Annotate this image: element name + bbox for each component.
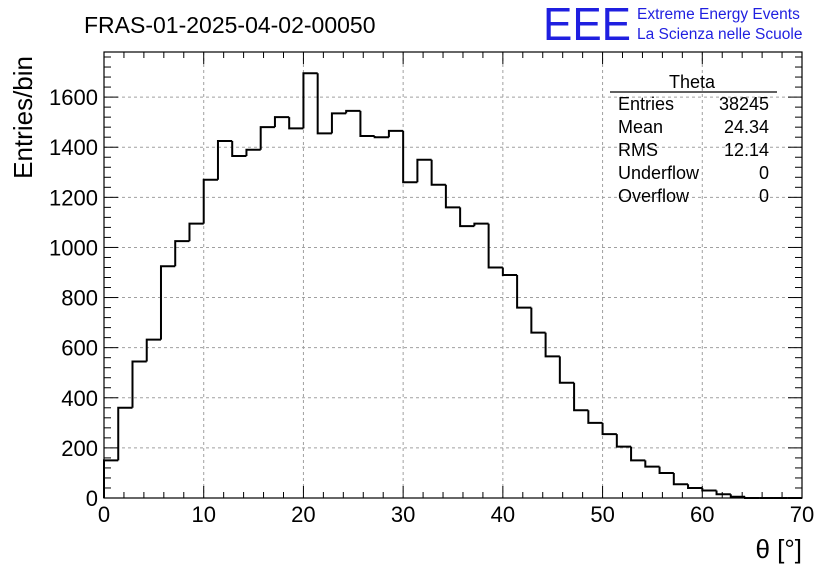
y-tick-label: 1600 bbox=[49, 85, 98, 110]
x-tick-labels: 0 10 20 30 40 50 60 70 bbox=[98, 502, 814, 527]
plot-frame bbox=[103, 51, 803, 499]
stats-row-label: Mean bbox=[618, 117, 663, 137]
x-axis-label: θ [°] bbox=[755, 534, 802, 564]
y-tick-label: 0 bbox=[86, 486, 98, 511]
eee-logo: EEE Extreme Energy Events La Scienza nel… bbox=[543, 0, 802, 50]
stats-rows: Entries 38245 Mean 24.34 RMS 12.14 Underflow 0 O… bbox=[618, 94, 769, 206]
histogram-bin bbox=[145, 338, 161, 362]
stats-box: Theta Entries 38245 Mean 24.34 RMS 12.14 Under… bbox=[610, 72, 777, 206]
histogram-bin bbox=[231, 140, 247, 157]
x-tick-label: 20 bbox=[291, 502, 315, 527]
histogram-bin bbox=[729, 494, 746, 498]
histogram-bin bbox=[387, 129, 404, 138]
histogram-bin bbox=[530, 307, 546, 334]
stats-row-label: RMS bbox=[618, 140, 658, 160]
histogram-bin bbox=[316, 73, 332, 135]
histogram-bin bbox=[558, 356, 575, 384]
histogram-bin bbox=[259, 126, 275, 150]
histogram-bin bbox=[131, 360, 147, 408]
y-tick-label: 800 bbox=[61, 286, 98, 311]
histogram-bin bbox=[459, 207, 475, 228]
x-tick-label: 60 bbox=[690, 502, 714, 527]
stats-row-value: 0 bbox=[759, 163, 769, 183]
logo-mark: EEE bbox=[543, 0, 631, 50]
histogram-bin bbox=[601, 422, 617, 436]
histogram-bin bbox=[658, 466, 674, 474]
stats-row-value: 38245 bbox=[719, 94, 769, 114]
histogram-bin bbox=[587, 410, 603, 424]
histogram-bin bbox=[202, 178, 218, 224]
histogram-bin bbox=[216, 139, 233, 180]
histogram-bin bbox=[345, 109, 361, 114]
histogram-bin bbox=[373, 135, 389, 139]
stats-row-value: 24.34 bbox=[724, 117, 769, 137]
axis-ticks bbox=[103, 52, 803, 499]
x-tick-label: 70 bbox=[790, 502, 814, 527]
y-tick-label: 400 bbox=[61, 386, 98, 411]
histogram-bin bbox=[630, 446, 646, 462]
y-tick-labels: 0 200 400 600 800 1000 1200 1400 1600 bbox=[49, 85, 98, 511]
histogram-bin bbox=[273, 116, 290, 128]
histogram-bin bbox=[544, 332, 560, 358]
x-tick-label: 30 bbox=[391, 502, 415, 527]
histogram-bin bbox=[444, 184, 461, 209]
histogram-bin bbox=[430, 159, 446, 186]
histogram-bin bbox=[188, 222, 204, 242]
stats-row-value: 12.14 bbox=[724, 140, 769, 160]
histogram-bin bbox=[288, 117, 304, 130]
logo-line-2: La Scienza nelle Scuole bbox=[637, 26, 802, 43]
histogram-bin bbox=[501, 267, 518, 276]
histogram-bin bbox=[615, 434, 632, 448]
histogram-bin bbox=[402, 130, 418, 184]
stats-row-label: Entries bbox=[618, 94, 674, 114]
stats-row-label: Underflow bbox=[618, 163, 700, 183]
histogram-bin bbox=[416, 158, 432, 183]
histogram-bin bbox=[487, 223, 503, 269]
histogram-bin bbox=[159, 265, 176, 340]
histogram-bin bbox=[701, 487, 717, 492]
histogram-bin bbox=[473, 222, 489, 227]
histogram-bin bbox=[103, 459, 119, 498]
grid-lines bbox=[104, 52, 802, 498]
histogram-bin bbox=[174, 240, 190, 267]
histogram-bin bbox=[573, 382, 589, 412]
histogram-bin bbox=[644, 460, 660, 468]
stats-row-label: Overflow bbox=[618, 186, 690, 206]
y-tick-label: 1000 bbox=[49, 235, 98, 260]
histogram-bin bbox=[245, 148, 261, 156]
logo-line-1: Extreme Energy Events bbox=[637, 6, 800, 23]
stats-row-value: 0 bbox=[759, 186, 769, 206]
histogram bbox=[103, 72, 802, 499]
histogram-bin bbox=[687, 484, 703, 489]
histogram-bin bbox=[117, 406, 133, 461]
x-tick-label: 0 bbox=[98, 502, 110, 527]
y-axis-label: Entries/bin bbox=[8, 56, 38, 179]
y-tick-label: 1400 bbox=[49, 135, 98, 160]
chart-title: FRAS-01-2025-04-02-00050 bbox=[84, 12, 376, 38]
x-tick-label: 40 bbox=[491, 502, 515, 527]
histogram-bin bbox=[359, 110, 375, 137]
histogram-bin bbox=[516, 275, 532, 309]
histogram-bin bbox=[330, 112, 347, 134]
y-tick-label: 200 bbox=[61, 436, 98, 461]
stats-title: Theta bbox=[669, 72, 716, 92]
histogram-bin bbox=[302, 72, 318, 129]
x-tick-label: 50 bbox=[590, 502, 614, 527]
y-tick-label: 1200 bbox=[49, 185, 98, 210]
histogram-bin bbox=[672, 472, 689, 486]
histogram-bin bbox=[715, 490, 731, 496]
x-tick-label: 10 bbox=[191, 502, 215, 527]
y-tick-label: 600 bbox=[61, 336, 98, 361]
